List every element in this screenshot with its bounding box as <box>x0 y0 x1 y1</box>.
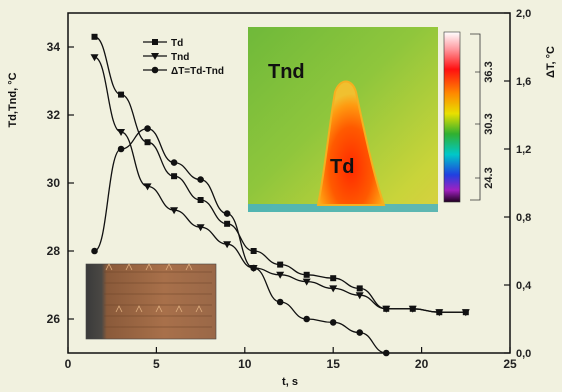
data-point <box>303 271 310 278</box>
data-point <box>197 197 204 203</box>
thermal-label-tnd: Tnd <box>268 61 305 83</box>
legend-label: Tnd <box>171 52 189 63</box>
y-right-tick-label: 0,4 <box>516 280 532 292</box>
series--t-td-tnd <box>91 125 390 357</box>
data-point <box>408 305 417 313</box>
data-point <box>461 309 470 317</box>
legend-entry: Td <box>143 38 183 49</box>
data-point <box>329 319 337 326</box>
y-right-tick-label: 2,0 <box>516 8 531 20</box>
data-point <box>356 285 363 292</box>
x-tick-label: 5 <box>153 357 160 371</box>
y-right-tick-label: 0,8 <box>516 212 531 224</box>
data-point <box>91 33 98 40</box>
data-point <box>250 264 257 272</box>
hot-region-shape <box>316 80 386 206</box>
y-left-tick-label: 26 <box>47 312 61 326</box>
legend-marker <box>151 53 159 60</box>
colorbar-tick: 24.3 <box>483 167 495 188</box>
colorbar-tick: 36.3 <box>483 61 495 82</box>
y-right-tick-label: 1,2 <box>516 144 531 156</box>
data-point <box>170 207 179 215</box>
data-point <box>356 329 364 336</box>
data-point <box>276 298 284 306</box>
x-axis-title: t, s <box>282 376 298 388</box>
data-point <box>435 309 444 317</box>
data-point <box>171 173 178 180</box>
axis-ticks: 0 5 10 15 20 25 26 28 30 32 34 0,0 0,4 0,8 1,2 1,6 2,0 <box>47 8 533 371</box>
x-tick-label: 15 <box>327 357 341 371</box>
series-tnd <box>90 54 470 317</box>
data-point <box>223 210 231 217</box>
y-axis-right-title: ΔT, °C <box>545 46 557 78</box>
data-point <box>90 54 99 62</box>
data-point <box>118 91 125 98</box>
data-point <box>277 261 284 268</box>
data-point <box>329 285 338 293</box>
data-point <box>197 176 204 183</box>
data-point <box>330 275 337 282</box>
y-left-tick-label: 32 <box>47 108 61 122</box>
y-right-tick-label: 0,0 <box>516 348 531 360</box>
data-point <box>91 247 98 255</box>
data-point <box>250 248 257 254</box>
y-left-tick-label: 30 <box>47 176 61 190</box>
y-left-tick-label: 34 <box>47 40 61 54</box>
legend-entry: Tnd <box>143 52 189 63</box>
legend-label: Td <box>171 38 183 49</box>
data-point <box>170 159 178 166</box>
x-tick-label: 10 <box>238 357 252 371</box>
data-point <box>302 278 311 286</box>
data-point <box>355 292 364 300</box>
thermal-label-td: Td <box>330 156 354 178</box>
data-point <box>382 305 391 313</box>
legend-marker <box>152 39 158 45</box>
y-right-tick-label: 1,6 <box>516 76 531 88</box>
data-point <box>117 129 126 136</box>
data-point <box>196 224 205 232</box>
sample-photo-inset <box>85 263 217 340</box>
x-tick-label: 20 <box>415 357 429 371</box>
series-layer <box>90 33 470 357</box>
legend-entry: ΔT=Td-Tnd <box>143 66 224 77</box>
x-tick-label: 0 <box>65 357 72 371</box>
data-point <box>144 139 151 146</box>
x-tick-label: 25 <box>503 357 517 371</box>
data-point <box>117 145 125 153</box>
legend-label: ΔT=Td-Tnd <box>171 66 224 77</box>
chart-legend: Td Tnd ΔT=Td-Tnd <box>143 38 224 77</box>
data-point <box>224 220 231 227</box>
thermal-image-inset: Tnd Td 36.3 30.3 24.3 <box>248 27 495 212</box>
temperature-colorbar <box>443 31 461 203</box>
y-axis-left-title: Td,Tnd, °C <box>7 72 19 127</box>
data-point <box>303 315 310 323</box>
data-point <box>223 241 232 249</box>
data-point <box>143 183 152 191</box>
y-left-tick-label: 28 <box>47 244 61 258</box>
data-point <box>382 349 390 357</box>
data-point <box>144 125 151 132</box>
data-point <box>276 271 285 279</box>
colorbar-tick: 30.3 <box>483 113 495 134</box>
legend-marker <box>151 66 159 74</box>
